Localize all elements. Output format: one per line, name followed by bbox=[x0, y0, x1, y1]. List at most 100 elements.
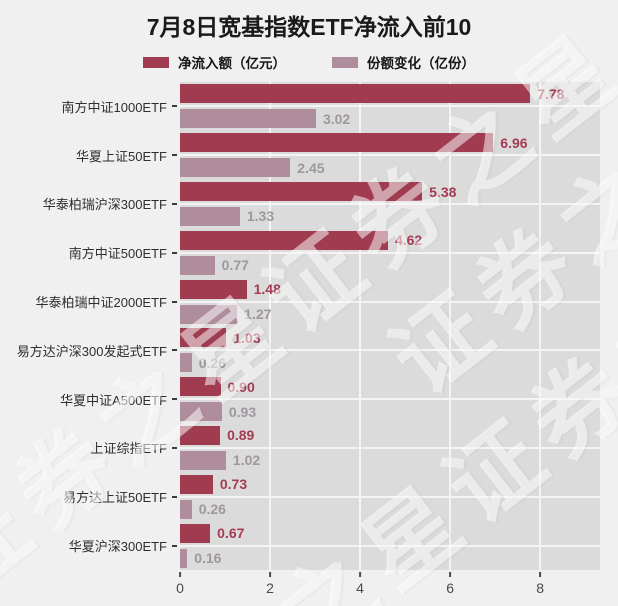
net-inflow-bar bbox=[180, 182, 423, 201]
category-label-row: 华夏中证A500ETF bbox=[0, 375, 177, 424]
share-change-bar bbox=[180, 158, 291, 178]
value-label: 1.48 bbox=[253, 281, 281, 298]
net-inflow-bar-line: 4.62 bbox=[180, 230, 600, 250]
bar-group: 0.89 1.02 bbox=[180, 424, 600, 473]
value-label: 1.27 bbox=[244, 306, 272, 323]
bar-group: 4.62 0.77 bbox=[180, 228, 600, 277]
x-tick-label: 0 bbox=[176, 580, 184, 596]
net-inflow-bar bbox=[180, 377, 221, 397]
bar-rows: 7.78 3.02 6.96 2.45 5.38 1.33 4.62 0.77 1.48 1.27… bbox=[180, 82, 600, 570]
share-change-bar bbox=[180, 304, 238, 324]
y-axis-labels: 南方中证1000ETF 华夏上证50ETF 华泰柏瑞沪深300ETF 南方中证500E… bbox=[0, 82, 177, 570]
value-label: 0.67 bbox=[217, 525, 245, 542]
net-inflow-bar-line: 1.03 bbox=[180, 328, 600, 348]
share-change-bar-line: 0.16 bbox=[180, 548, 600, 568]
bar-group: 1.48 1.27 bbox=[180, 277, 600, 326]
category-label-row: 南方中证500ETF bbox=[0, 228, 177, 277]
x-tick-mark bbox=[539, 572, 542, 577]
category-label: 华夏沪深300ETF bbox=[68, 539, 167, 555]
x-axis-tick: 2 bbox=[266, 572, 274, 596]
category-label: 华夏中证A500ETF bbox=[60, 392, 167, 408]
category-label: 易方达沪深300发起式ETF bbox=[16, 343, 167, 359]
category-label: 华泰柏瑞沪深300ETF bbox=[42, 197, 167, 213]
share-change-bar-line: 0.26 bbox=[180, 499, 600, 519]
net-inflow-bar bbox=[180, 425, 221, 445]
share-change-bar bbox=[180, 499, 192, 519]
net-inflow-bar bbox=[180, 230, 388, 250]
legend-swatch-share-change bbox=[332, 56, 358, 68]
y-tick-mark bbox=[172, 300, 177, 303]
net-inflow-bar-line: 0.73 bbox=[180, 474, 600, 494]
x-axis-tick: 6 bbox=[446, 572, 454, 596]
bar-group: 0.73 0.26 bbox=[180, 472, 600, 521]
value-label: 6.96 bbox=[500, 134, 528, 151]
net-inflow-bar bbox=[180, 523, 211, 543]
net-inflow-bar bbox=[180, 328, 227, 348]
x-tick-label: 2 bbox=[266, 580, 274, 596]
value-label: 1.03 bbox=[233, 329, 261, 346]
value-label: 0.90 bbox=[227, 378, 255, 395]
y-tick-mark bbox=[172, 398, 177, 401]
legend-item-share-change: 份额变化（亿份） bbox=[332, 52, 475, 72]
bar-group: 0.90 0.93 bbox=[180, 375, 600, 424]
legend-label-share-change: 份额变化（亿份） bbox=[367, 56, 475, 71]
vertical-gridline bbox=[539, 82, 542, 570]
net-inflow-bar-line: 0.89 bbox=[180, 425, 600, 445]
value-label: 0.26 bbox=[198, 354, 226, 371]
x-tick-mark bbox=[178, 572, 181, 577]
share-change-bar bbox=[180, 353, 192, 373]
legend-label-net-inflow: 净流入额（亿元） bbox=[178, 56, 286, 71]
share-change-bar-line: 0.93 bbox=[180, 402, 600, 422]
category-label-row: 华夏沪深300ETF bbox=[0, 521, 177, 570]
y-tick-mark bbox=[172, 202, 177, 205]
category-label-row: 易方达上证50ETF bbox=[0, 472, 177, 521]
y-tick-mark bbox=[172, 544, 177, 547]
share-change-bar-line: 1.33 bbox=[180, 206, 600, 226]
net-inflow-bar-line: 0.67 bbox=[180, 523, 600, 543]
chart-title: 7月8日宽基指数ETF净流入前10 bbox=[146, 14, 472, 40]
plot-area: 7.78 3.02 6.96 2.45 5.38 1.33 4.62 0.77 1.48 1.27… bbox=[180, 82, 600, 570]
value-label: 3.02 bbox=[322, 110, 351, 127]
category-label-row: 南方中证1000ETF bbox=[0, 82, 177, 131]
value-label: 5.38 bbox=[429, 183, 457, 200]
category-label: 上证综指ETF bbox=[90, 441, 167, 457]
legend-item-net-inflow: 净流入额（亿元） bbox=[143, 52, 286, 72]
bar-group: 1.03 0.26 bbox=[180, 326, 600, 375]
net-inflow-bar-line: 5.38 bbox=[180, 182, 600, 201]
share-change-bar bbox=[180, 548, 188, 568]
legend: 净流入额（亿元） 份额变化（亿份） bbox=[0, 53, 618, 71]
vertical-gridline bbox=[449, 82, 452, 570]
x-axis: 0 2 4 6 8 bbox=[176, 572, 600, 602]
y-tick-mark bbox=[172, 446, 177, 449]
net-inflow-bar bbox=[180, 279, 247, 299]
category-label-row: 华泰柏瑞中证2000ETF bbox=[0, 277, 177, 326]
value-label: 4.62 bbox=[394, 232, 423, 249]
share-change-bar-line: 3.02 bbox=[180, 109, 600, 129]
value-label: 0.77 bbox=[221, 257, 249, 274]
value-label: 0.93 bbox=[228, 403, 257, 420]
net-inflow-bar-line: 1.48 bbox=[180, 279, 600, 299]
x-tick-label: 6 bbox=[446, 580, 454, 596]
x-tick-mark bbox=[359, 572, 362, 577]
share-change-bar-line: 1.02 bbox=[180, 450, 600, 470]
value-label: 0.26 bbox=[198, 501, 226, 518]
category-label: 南方中证1000ETF bbox=[61, 99, 167, 115]
share-change-bar bbox=[180, 206, 240, 226]
x-axis-tick: 4 bbox=[356, 572, 364, 596]
x-tick-mark bbox=[449, 572, 452, 577]
bar-group: 5.38 1.33 bbox=[180, 180, 600, 229]
share-change-bar-line: 0.26 bbox=[180, 353, 600, 373]
share-change-bar bbox=[180, 255, 215, 275]
legend-swatch-net-inflow bbox=[143, 56, 169, 68]
value-label: 1.33 bbox=[246, 208, 275, 225]
value-label: 1.02 bbox=[232, 452, 261, 469]
y-tick-mark bbox=[172, 349, 177, 352]
category-label-row: 华泰柏瑞沪深300ETF bbox=[0, 180, 177, 229]
x-axis-tick: 0 bbox=[176, 572, 184, 596]
y-tick-mark bbox=[172, 105, 177, 108]
y-tick-mark bbox=[172, 251, 177, 254]
net-inflow-bar-line: 7.78 bbox=[180, 84, 600, 104]
category-label: 华泰柏瑞中证2000ETF bbox=[35, 295, 167, 311]
share-change-bar bbox=[180, 450, 226, 470]
